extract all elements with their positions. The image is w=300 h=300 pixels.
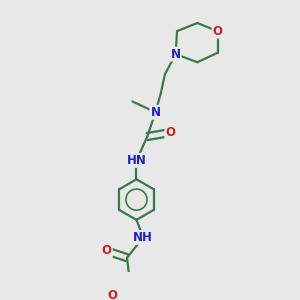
Text: O: O (107, 289, 117, 300)
Text: O: O (213, 25, 223, 38)
Text: N: N (150, 106, 161, 119)
Text: HN: HN (127, 154, 146, 167)
Text: O: O (102, 244, 112, 257)
Text: O: O (165, 126, 175, 139)
Text: NH: NH (133, 231, 153, 244)
Text: N: N (171, 48, 181, 61)
